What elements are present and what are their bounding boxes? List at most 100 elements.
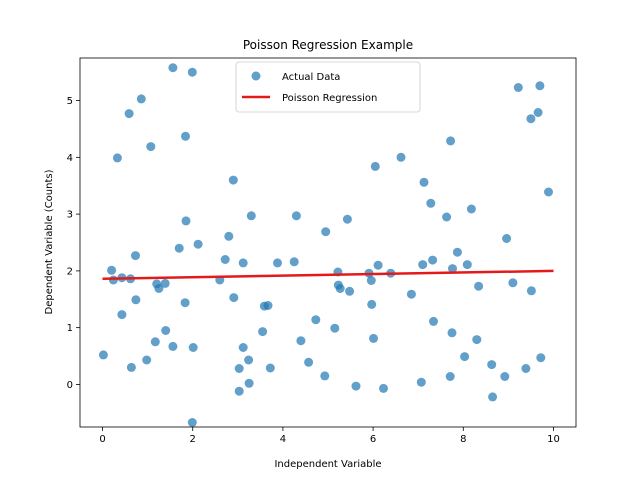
data-point bbox=[418, 260, 428, 270]
data-point bbox=[117, 310, 127, 320]
data-point bbox=[396, 152, 406, 162]
data-point bbox=[367, 299, 377, 309]
data-point bbox=[416, 377, 426, 387]
data-point bbox=[442, 212, 452, 222]
chart-title: Poisson Regression Example bbox=[243, 38, 413, 52]
data-point bbox=[406, 289, 416, 299]
data-point bbox=[131, 295, 141, 305]
data-point bbox=[150, 337, 160, 347]
y-tick-label: 4 bbox=[67, 153, 73, 164]
x-axis: 0 2 4 6 8 10 bbox=[99, 427, 560, 445]
data-point bbox=[521, 364, 531, 373]
data-point bbox=[131, 251, 140, 261]
y-tick-label: 3 bbox=[67, 210, 73, 221]
legend-label-actual-data: Actual Data bbox=[282, 72, 340, 83]
data-point bbox=[472, 335, 482, 345]
x-tick-label: 2 bbox=[190, 434, 196, 445]
data-point bbox=[533, 108, 543, 117]
data-point bbox=[228, 175, 238, 185]
data-point bbox=[174, 243, 184, 253]
data-point bbox=[335, 284, 345, 293]
data-point bbox=[526, 114, 536, 124]
data-point bbox=[446, 136, 456, 146]
data-point bbox=[142, 355, 152, 365]
data-point bbox=[535, 81, 545, 91]
y-axis-label: Dependent Variable (Counts) bbox=[44, 169, 55, 314]
data-point bbox=[536, 353, 546, 363]
data-point bbox=[474, 281, 484, 291]
x-tick-label: 8 bbox=[460, 434, 466, 445]
data-point bbox=[488, 392, 498, 402]
data-point bbox=[234, 386, 244, 396]
y-axis: 0 1 2 3 4 5 bbox=[67, 96, 80, 391]
data-point bbox=[466, 204, 476, 214]
data-point bbox=[429, 316, 438, 326]
data-point bbox=[180, 298, 190, 308]
data-point bbox=[238, 258, 248, 268]
data-point bbox=[289, 257, 299, 267]
data-point bbox=[224, 231, 234, 241]
data-point bbox=[258, 327, 268, 337]
x-tick-label: 4 bbox=[280, 434, 286, 445]
data-point bbox=[246, 211, 256, 221]
data-point bbox=[502, 234, 512, 243]
data-point bbox=[544, 187, 553, 197]
data-point bbox=[311, 315, 321, 325]
data-point bbox=[124, 109, 134, 119]
data-point bbox=[369, 333, 378, 343]
data-point bbox=[229, 293, 239, 303]
data-point bbox=[426, 198, 436, 208]
data-point bbox=[154, 284, 164, 293]
data-point bbox=[188, 343, 198, 352]
data-point bbox=[234, 364, 244, 373]
data-point bbox=[487, 360, 497, 370]
data-point bbox=[452, 247, 462, 257]
data-point bbox=[304, 357, 314, 367]
data-point bbox=[244, 355, 254, 365]
data-point bbox=[513, 83, 523, 92]
data-point bbox=[160, 278, 170, 288]
data-point bbox=[366, 276, 376, 285]
data-point bbox=[220, 255, 230, 264]
regression-line bbox=[102, 269, 554, 281]
legend-marker-actual-data bbox=[251, 71, 261, 81]
y-tick-label: 5 bbox=[67, 96, 73, 107]
data-point bbox=[112, 153, 122, 163]
data-point bbox=[296, 336, 306, 346]
data-point bbox=[445, 372, 455, 381]
data-point bbox=[462, 260, 472, 270]
x-tick-label: 10 bbox=[547, 434, 560, 445]
legend-box bbox=[235, 61, 421, 113]
data-point bbox=[330, 323, 340, 333]
data-point bbox=[136, 94, 146, 104]
data-point bbox=[146, 142, 156, 152]
data-point bbox=[500, 372, 510, 381]
data-point bbox=[181, 131, 190, 141]
legend: Actual Data Poisson Regression bbox=[235, 61, 421, 113]
data-point bbox=[181, 216, 191, 226]
data-point bbox=[526, 286, 536, 296]
plot-area bbox=[98, 63, 554, 427]
x-tick-label: 6 bbox=[370, 434, 376, 445]
data-point bbox=[126, 362, 136, 372]
y-tick-label: 0 bbox=[67, 380, 73, 391]
data-point bbox=[168, 63, 178, 73]
data-point bbox=[379, 383, 388, 393]
data-point bbox=[108, 275, 118, 285]
data-point bbox=[351, 381, 361, 391]
data-point bbox=[161, 326, 171, 335]
data-point bbox=[98, 350, 108, 360]
legend-label-poisson-regression: Poisson Regression bbox=[282, 93, 377, 104]
axes-frame bbox=[79, 57, 577, 428]
data-point bbox=[373, 260, 383, 270]
y-tick-label: 2 bbox=[67, 266, 73, 277]
data-point bbox=[273, 258, 282, 268]
data-point bbox=[168, 341, 178, 351]
data-point bbox=[342, 214, 352, 224]
data-point bbox=[428, 255, 438, 265]
data-point bbox=[419, 177, 429, 187]
data-point bbox=[291, 211, 301, 221]
data-point bbox=[238, 343, 248, 352]
data-point bbox=[460, 352, 470, 362]
